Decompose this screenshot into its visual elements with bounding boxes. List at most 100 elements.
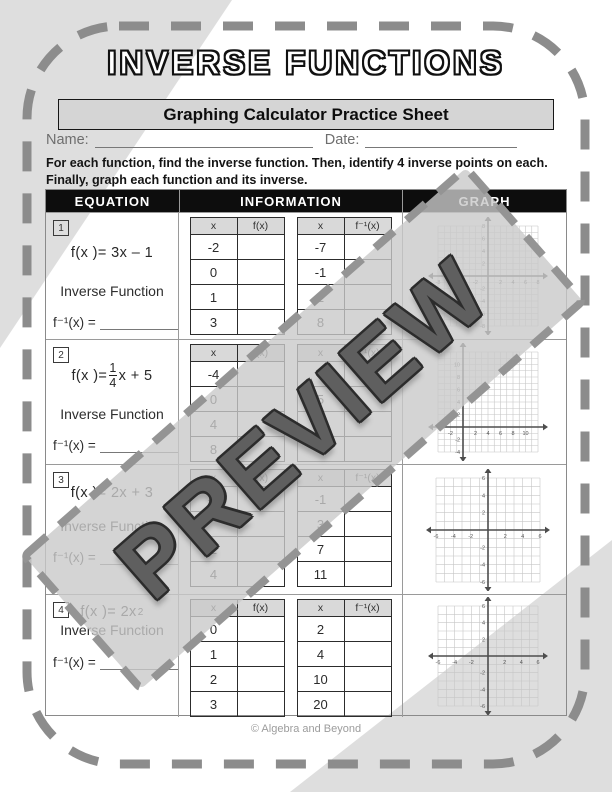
value-table-row: 4	[296, 641, 392, 667]
value-table-row: -7	[296, 234, 392, 260]
cell-x-value: 20	[296, 691, 345, 717]
svg-text:-6: -6	[480, 704, 485, 710]
col-x-header: x	[296, 344, 345, 362]
inverse-answer-line: f⁻¹(x) =	[53, 437, 178, 454]
svg-text:6: 6	[481, 604, 484, 610]
svg-text:4: 4	[481, 249, 484, 255]
svg-text:-2: -2	[480, 671, 485, 677]
cell-x-value: -4	[189, 361, 238, 387]
finv-blank-line	[99, 437, 178, 454]
col-fx-header: f⁻¹(x)	[343, 217, 392, 235]
svg-text:4: 4	[481, 493, 484, 499]
col-x-header: x	[189, 344, 238, 362]
svg-text:-2: -2	[480, 545, 485, 551]
cell-x-value: 2	[189, 666, 238, 692]
problem-number: 4	[53, 602, 69, 618]
finv-label: f⁻¹(x) =	[53, 315, 96, 330]
cell-x-value: 2	[189, 536, 238, 562]
svg-text:-6: -6	[435, 660, 440, 666]
col-fx-header: f(x)	[236, 344, 285, 362]
cell-x-value: 1	[189, 284, 238, 310]
cell-x-value: 4	[296, 361, 345, 387]
svg-text:-4: -4	[480, 299, 485, 305]
cell-blank	[236, 536, 285, 562]
date-label: Date:	[324, 132, 360, 148]
copyright-footer: © Algebra and Beyond	[250, 723, 362, 735]
col-x-header: x	[189, 217, 238, 235]
cell-x-value: 5	[296, 386, 345, 412]
svg-text:6: 6	[481, 237, 484, 243]
svg-text:-2: -2	[468, 534, 473, 540]
information-cell: x f(x) -4 0 4 8 x f⁻¹(x) 4 5	[179, 340, 403, 464]
svg-text:2: 2	[473, 431, 476, 437]
cell-blank	[343, 616, 392, 642]
problem-number: 1	[53, 220, 69, 236]
cell-blank	[236, 284, 285, 310]
svg-text:-2: -2	[473, 280, 478, 286]
svg-text:-4: -4	[450, 534, 455, 540]
cell-x-value: 0	[189, 259, 238, 285]
cell-x-value: 0	[189, 386, 238, 412]
finv-blank-line	[99, 549, 178, 565]
cell-x-value: 7	[296, 536, 345, 562]
table-row: 3 f(x )= 2x + 3 Inverse Function f⁻¹(x) …	[46, 464, 566, 594]
svg-text:4: 4	[456, 400, 459, 406]
inverse-function-label: Inverse Function	[60, 622, 164, 638]
value-table-row: -1	[296, 259, 392, 285]
cell-blank	[343, 411, 392, 437]
col-x-header: x	[296, 469, 345, 487]
svg-text:10: 10	[453, 363, 459, 369]
table-row: 1 f(x )= 3x – 1 Inverse Function f⁻¹(x) …	[46, 212, 566, 339]
svg-text:8: 8	[511, 431, 514, 437]
date-blank-line	[365, 132, 518, 148]
cell-blank	[236, 616, 285, 642]
equation-cell: 4 f(x )= 2x 2 Inverse Function f⁻¹(x) =	[46, 595, 179, 717]
value-table-row: 20	[296, 691, 392, 717]
name-label: Name:	[46, 132, 89, 148]
cell-x-value: -1	[296, 486, 345, 512]
col-fx-header: f(x)	[236, 217, 285, 235]
svg-text:-8: -8	[480, 324, 485, 330]
value-table-row: -1	[296, 486, 392, 512]
cell-blank	[343, 259, 392, 285]
information-cell: x f(x) 0 1 2 3 x f⁻¹(x) 2 4 10 20	[179, 595, 403, 717]
svg-text:2: 2	[503, 534, 506, 540]
cell-blank	[343, 536, 392, 562]
table-row: 4 f(x )= 2x 2 Inverse Function f⁻¹(x) = …	[46, 594, 566, 717]
svg-text:4: 4	[486, 431, 489, 437]
value-table-row: 2	[296, 284, 392, 310]
value-table-row: 1	[189, 284, 285, 310]
svg-text:8: 8	[536, 280, 539, 286]
table-header-row: EQUATION INFORMATION GRAPH	[46, 190, 566, 212]
value-table-row	[296, 436, 392, 462]
svg-text:4: 4	[519, 660, 522, 666]
cell-x-value: 4	[189, 561, 238, 587]
inverse-answer-line: f⁻¹(x) =	[53, 314, 178, 331]
cell-blank	[343, 386, 392, 412]
cell-blank	[236, 259, 285, 285]
value-table-header: x f⁻¹(x)	[296, 469, 392, 487]
fraction-denominator: 4	[109, 375, 117, 391]
finv-label: f⁻¹(x) =	[53, 550, 96, 565]
value-table-row: 4	[189, 411, 285, 437]
cell-x-value: 4	[296, 641, 345, 667]
cell-blank	[236, 361, 285, 387]
svg-text:2: 2	[481, 637, 484, 643]
value-table-row: 3	[189, 691, 285, 717]
cell-x-value: 2	[296, 616, 345, 642]
svg-text:6: 6	[523, 280, 526, 286]
svg-text:-4: -4	[460, 280, 465, 286]
instructions-line-1: For each function, find the inverse func…	[46, 156, 548, 170]
col-x-header: x	[189, 469, 238, 487]
value-table-header: x f⁻¹(x)	[296, 599, 392, 617]
value-table-row: 4	[189, 561, 285, 587]
equation-text: f(x )= 2x 2	[80, 604, 143, 620]
svg-text:6: 6	[481, 476, 484, 482]
inverse-value-table: x f⁻¹(x) 4 5	[296, 344, 392, 462]
svg-text:-6: -6	[448, 280, 453, 286]
svg-text:-6: -6	[433, 534, 438, 540]
function-value-table: x f(x) -2 2 4	[189, 469, 285, 587]
inverse-value-table: x f⁻¹(x) -7 -1 2 8	[296, 217, 392, 335]
svg-text:6: 6	[456, 388, 459, 394]
